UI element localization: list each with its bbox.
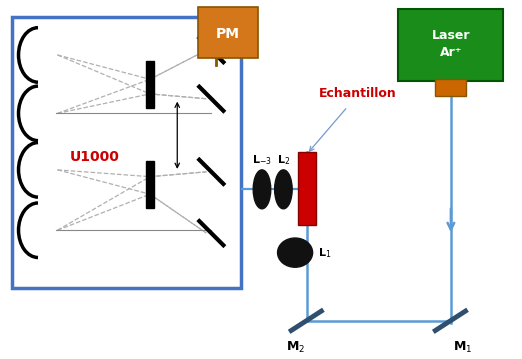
Text: Echantillon: Echantillon xyxy=(318,87,396,101)
Text: M$_1$: M$_1$ xyxy=(453,340,472,355)
FancyBboxPatch shape xyxy=(435,79,467,96)
Ellipse shape xyxy=(253,170,271,209)
FancyBboxPatch shape xyxy=(146,61,155,108)
Ellipse shape xyxy=(278,238,313,267)
Text: M$_2$: M$_2$ xyxy=(287,340,306,355)
Text: L$_1$: L$_1$ xyxy=(318,246,332,260)
FancyBboxPatch shape xyxy=(398,9,504,81)
Text: L$_2$: L$_2$ xyxy=(277,153,290,167)
Text: PM: PM xyxy=(216,28,240,42)
Ellipse shape xyxy=(275,170,292,209)
Text: U1000: U1000 xyxy=(69,150,120,164)
Text: L$_{-3}$: L$_{-3}$ xyxy=(252,153,272,167)
FancyBboxPatch shape xyxy=(298,152,315,225)
FancyBboxPatch shape xyxy=(11,17,241,288)
Text: Laser
Ar⁺: Laser Ar⁺ xyxy=(432,29,470,59)
FancyBboxPatch shape xyxy=(146,161,155,208)
FancyBboxPatch shape xyxy=(198,7,258,58)
